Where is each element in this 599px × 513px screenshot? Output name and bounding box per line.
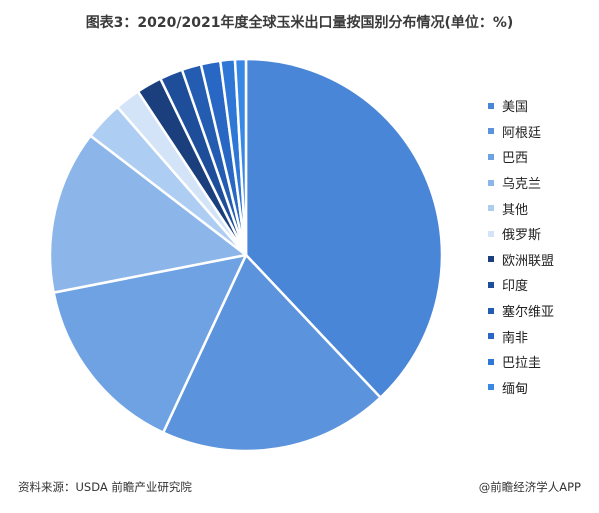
legend-swatch: [488, 358, 494, 365]
legend-swatch: [488, 384, 494, 391]
legend-item-8: 塞尔维亚: [488, 298, 554, 324]
legend-label: 俄罗斯: [502, 228, 542, 244]
legend-label: 阿根廷: [502, 125, 542, 141]
legend-swatch: [488, 281, 494, 288]
pie-slice-1: [161, 253, 382, 453]
source-note: 资料来源：USDA 前瞻产业研究院: [18, 480, 192, 494]
legend-swatch: [488, 179, 494, 186]
chart-title: 图表3：2020/2021年度全球玉米出口量按国别分布情况(单位：%): [85, 15, 514, 31]
legend-item-6: 欧洲联盟: [488, 247, 554, 273]
pie-slice-0: [244, 57, 444, 399]
legend-item-1: 阿根廷: [488, 119, 554, 145]
legend-label: 印度: [502, 279, 529, 295]
legend-label: 欧洲联盟: [502, 253, 555, 269]
legend-swatch: [488, 256, 494, 263]
pie-slice-3: [48, 134, 248, 294]
legend-item-2: 巴西: [488, 144, 554, 170]
legend: 美国阿根廷巴西乌克兰其他俄罗斯欧洲联盟印度塞尔维亚南非巴拉圭缅甸: [488, 93, 554, 400]
legend-swatch: [488, 205, 494, 212]
legend-item-5: 俄罗斯: [488, 221, 554, 247]
legend-swatch: [488, 102, 494, 109]
legend-swatch: [488, 333, 494, 340]
brand-credit: @前瞻经济学人APP: [478, 480, 581, 494]
legend-item-10: 巴拉圭: [488, 349, 554, 375]
legend-item-3: 乌克兰: [488, 170, 554, 196]
legend-label: 缅甸: [502, 381, 529, 397]
legend-label: 巴西: [502, 151, 529, 167]
legend-swatch: [488, 307, 494, 314]
legend-label: 乌克兰: [502, 177, 542, 193]
legend-swatch: [488, 128, 494, 135]
legend-swatch: [488, 230, 494, 237]
legend-swatch: [488, 153, 494, 160]
pie-slice-2: [52, 253, 248, 434]
legend-item-9: 南非: [488, 323, 554, 349]
legend-label: 塞尔维亚: [502, 305, 555, 321]
legend-label: 其他: [502, 202, 529, 218]
legend-item-11: 缅甸: [488, 375, 554, 401]
legend-label: 美国: [502, 100, 529, 116]
pie-slice-11: [233, 57, 248, 257]
legend-item-4: 其他: [488, 195, 554, 221]
legend-label: 巴拉圭: [502, 356, 542, 372]
legend-label: 南非: [502, 330, 529, 346]
legend-item-7: 印度: [488, 272, 554, 298]
legend-item-0: 美国: [488, 93, 554, 119]
